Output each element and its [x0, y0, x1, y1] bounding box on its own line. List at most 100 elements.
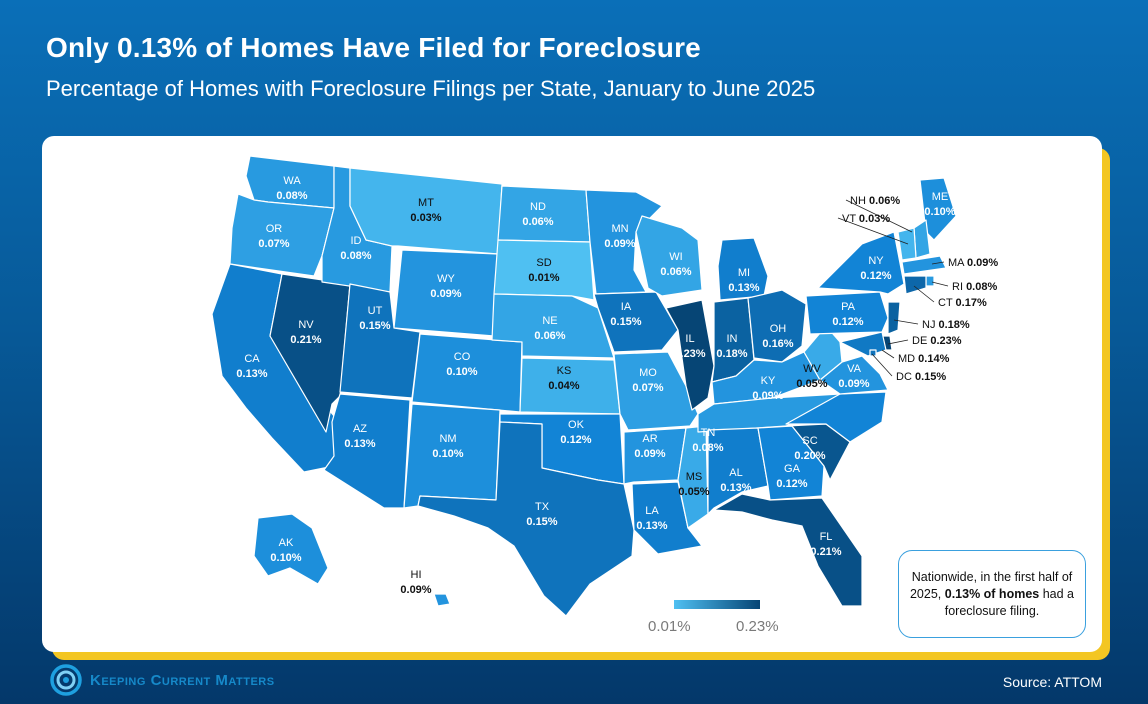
state-wi: [635, 215, 703, 297]
state-tx: [417, 421, 635, 617]
state-label-me: ME: [932, 191, 949, 203]
state-label-ar: AR: [642, 433, 657, 445]
state-or: [229, 193, 335, 277]
leader-line-vt: [837, 217, 909, 245]
state-label-ny: NY: [868, 255, 884, 267]
state-label-wv: WV: [803, 363, 821, 375]
state-nd: [497, 185, 591, 243]
state-label-ia: IA: [621, 301, 632, 313]
state-ut: [339, 283, 421, 399]
state-label-in: IN: [727, 333, 738, 345]
state-value-me: 0.10%: [924, 206, 955, 218]
swirl-icon: [50, 664, 82, 696]
state-label-nd: ND: [530, 201, 546, 213]
state-value-oh: 0.16%: [762, 338, 793, 350]
state-callout-nj: NJ 0.18%: [922, 319, 970, 331]
state-callout-dc: DC 0.15%: [896, 371, 946, 383]
state-value-mi: 0.13%: [728, 282, 759, 294]
state-value-la: 0.13%: [636, 520, 667, 532]
state-callout-ct: CT 0.17%: [938, 297, 987, 309]
state-label-pa: PA: [841, 301, 856, 313]
state-ri: [925, 275, 935, 287]
state-value-mt: 0.03%: [410, 212, 441, 224]
state-label-ak: AK: [279, 537, 294, 549]
state-il: [665, 299, 715, 411]
state-label-ut: UT: [368, 305, 383, 317]
leader-line-de: [887, 339, 909, 345]
state-label-wy: WY: [437, 273, 455, 285]
state-ne: [491, 293, 615, 359]
state-label-il: IL: [685, 333, 694, 345]
state-value-mn: 0.09%: [604, 238, 635, 250]
state-label-id: ID: [351, 235, 362, 247]
leader-line-ct: [913, 285, 935, 303]
state-value-co: 0.10%: [446, 366, 477, 378]
state-value-id: 0.08%: [340, 250, 371, 262]
state-hi: [433, 593, 451, 607]
state-label-oh: OH: [770, 323, 787, 335]
state-label-wa: WA: [283, 175, 301, 187]
state-label-az: AZ: [353, 423, 367, 435]
leader-line-ma: [931, 261, 945, 265]
legend-min-label: 0.01%: [648, 618, 691, 635]
us-map: WA 0.08% OR 0.07% CA 0.13% NV 0.21% ID 0.08% MT 0.0…: [211, 155, 998, 617]
state-label-va: VA: [847, 363, 862, 375]
state-value-hi: 0.09%: [400, 584, 431, 596]
state-value-va: 0.09%: [838, 378, 869, 390]
state-value-wv: 0.05%: [796, 378, 827, 390]
state-value-in: 0.18%: [716, 348, 747, 360]
state-callout-de: DE 0.23%: [912, 335, 962, 347]
state-value-pa: 0.12%: [832, 316, 863, 328]
state-az: [323, 393, 411, 509]
state-value-nd: 0.06%: [522, 216, 553, 228]
state-label-hi: HI: [411, 569, 422, 581]
state-label-nm: NM: [439, 433, 456, 445]
map-card: WA 0.08% OR 0.07% CA 0.13% NV 0.21% ID 0.08% MT 0.0…: [42, 136, 1102, 652]
state-value-nv: 0.21%: [290, 334, 321, 346]
leader-line-dc: [871, 353, 893, 377]
legend-gradient: [674, 600, 760, 609]
state-label-sc: SC: [802, 435, 817, 447]
page-subtitle: Percentage of Homes with Foreclosure Fil…: [46, 76, 816, 101]
state-pa: [805, 291, 889, 335]
note-prefix: Nationwide, in the first half of 2025,: [909, 569, 1073, 601]
state-fl: [713, 493, 863, 607]
leader-line-md: [881, 349, 895, 359]
state-label-mt: MT: [418, 197, 434, 209]
state-value-ks: 0.04%: [548, 380, 579, 392]
nationwide-note: Nationwide, in the first half of 2025, 0…: [898, 550, 1086, 638]
state-label-mn: MN: [611, 223, 628, 235]
state-oh: [747, 289, 807, 363]
state-callout-nh: NH 0.06%: [850, 195, 900, 207]
state-value-ms: 0.05%: [678, 486, 709, 498]
state-label-fl: FL: [820, 531, 833, 543]
state-value-ar: 0.09%: [634, 448, 665, 460]
brand-logo: Keeping Current Matters: [50, 664, 275, 696]
state-label-nv: NV: [298, 319, 314, 331]
state-ak: [253, 513, 329, 585]
state-value-ny: 0.12%: [860, 270, 891, 282]
state-value-or: 0.07%: [258, 238, 289, 250]
state-md: [839, 331, 887, 357]
state-label-or: OR: [266, 223, 283, 235]
state-label-mi: MI: [738, 267, 750, 279]
state-value-ok: 0.12%: [560, 434, 591, 446]
state-label-tx: TX: [535, 501, 550, 513]
state-value-tn: 0.08%: [692, 442, 723, 454]
state-mt: [349, 167, 503, 255]
state-label-ok: OK: [568, 419, 585, 431]
source-credit: Source: ATTOM: [1002, 674, 1102, 690]
state-value-fl: 0.21%: [810, 546, 841, 558]
state-label-tn: TN: [701, 427, 716, 439]
state-value-tx: 0.15%: [526, 516, 557, 528]
state-value-al: 0.13%: [720, 482, 751, 494]
state-value-ak: 0.10%: [270, 552, 301, 564]
state-value-ut: 0.15%: [359, 320, 390, 332]
state-nj: [887, 301, 901, 335]
state-value-mo: 0.07%: [632, 382, 663, 394]
state-value-wy: 0.09%: [430, 288, 461, 300]
state-value-ia: 0.15%: [610, 316, 641, 328]
note-bold: 0.13% of homes: [944, 586, 1040, 601]
state-value-wa: 0.08%: [276, 190, 307, 202]
legend-max-label: 0.23%: [736, 618, 779, 635]
